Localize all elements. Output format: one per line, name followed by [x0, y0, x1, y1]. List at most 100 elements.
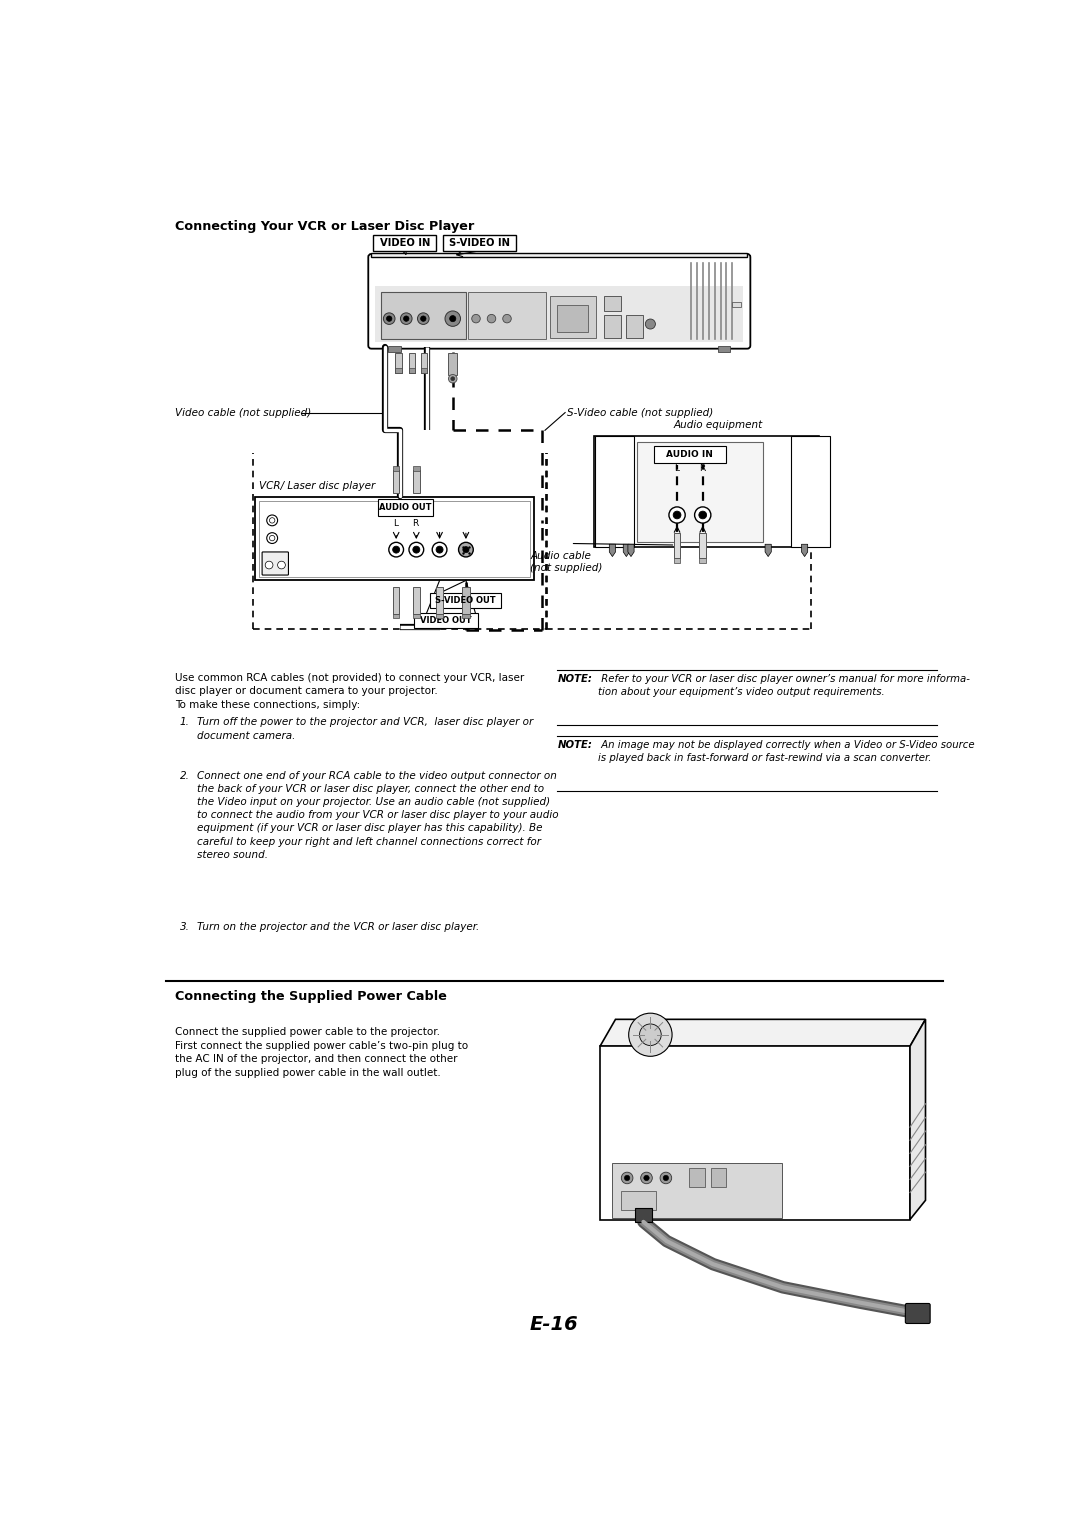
- Bar: [604, 314, 621, 337]
- Bar: [430, 592, 501, 609]
- Circle shape: [387, 316, 392, 322]
- Circle shape: [459, 542, 473, 557]
- Circle shape: [448, 374, 457, 383]
- Polygon shape: [623, 545, 630, 557]
- Circle shape: [629, 1013, 672, 1056]
- Text: Audio equipment: Audio equipment: [674, 420, 762, 430]
- Text: Connect one end of your RCA cable to the video output connector on
the back of y: Connect one end of your RCA cable to the…: [197, 771, 558, 859]
- Bar: [259, 501, 530, 577]
- Bar: [625, 314, 643, 337]
- Bar: [413, 613, 419, 618]
- Circle shape: [432, 542, 447, 557]
- Bar: [594, 436, 820, 548]
- Bar: [700, 559, 706, 563]
- Polygon shape: [372, 253, 747, 256]
- Polygon shape: [627, 545, 634, 557]
- Text: 2.: 2.: [180, 771, 190, 781]
- Bar: [395, 368, 402, 372]
- Text: L: L: [393, 519, 397, 528]
- Circle shape: [267, 514, 278, 526]
- Bar: [421, 368, 428, 372]
- Bar: [389, 345, 401, 353]
- Bar: [469, 291, 545, 339]
- Text: R: R: [700, 464, 706, 473]
- Polygon shape: [600, 1047, 910, 1219]
- Circle shape: [436, 546, 443, 552]
- Circle shape: [270, 517, 275, 523]
- Bar: [689, 1167, 704, 1187]
- Circle shape: [445, 311, 460, 327]
- Circle shape: [393, 546, 400, 552]
- Bar: [621, 1192, 656, 1210]
- Bar: [393, 467, 400, 472]
- Bar: [378, 499, 433, 516]
- Circle shape: [383, 313, 395, 325]
- Circle shape: [401, 313, 413, 325]
- Circle shape: [624, 1175, 630, 1181]
- Text: NOTE:: NOTE:: [557, 673, 592, 684]
- Bar: [700, 534, 706, 559]
- Bar: [637, 443, 762, 542]
- Bar: [373, 235, 436, 250]
- Circle shape: [660, 1172, 672, 1184]
- Polygon shape: [600, 1019, 926, 1047]
- Circle shape: [640, 1172, 652, 1184]
- Text: Connecting Your VCR or Laser Disc Player: Connecting Your VCR or Laser Disc Player: [175, 220, 474, 233]
- FancyBboxPatch shape: [368, 253, 751, 348]
- Text: An image may not be displayed correctly when a Video or S-Video source
is played: An image may not be displayed correctly …: [597, 740, 974, 763]
- Circle shape: [270, 536, 275, 540]
- Bar: [792, 436, 831, 548]
- Bar: [635, 1209, 652, 1222]
- FancyBboxPatch shape: [262, 552, 288, 575]
- Polygon shape: [765, 545, 771, 557]
- Text: Connecting the Supplied Power Cable: Connecting the Supplied Power Cable: [175, 990, 447, 1003]
- Circle shape: [409, 542, 423, 557]
- Bar: [413, 470, 419, 493]
- Circle shape: [278, 562, 285, 569]
- Bar: [595, 436, 634, 548]
- Bar: [421, 354, 428, 372]
- Circle shape: [449, 316, 456, 322]
- Circle shape: [639, 1024, 661, 1045]
- Text: 1.: 1.: [180, 717, 190, 728]
- Text: Refer to your VCR or laser disc player owner’s manual for more informa-
tion abo: Refer to your VCR or laser disc player o…: [597, 673, 970, 697]
- Bar: [414, 613, 477, 629]
- Bar: [674, 559, 680, 563]
- Circle shape: [673, 511, 681, 519]
- Bar: [393, 586, 400, 613]
- Circle shape: [404, 316, 409, 322]
- Text: E-16: E-16: [529, 1314, 578, 1334]
- Bar: [413, 467, 419, 472]
- Bar: [436, 613, 443, 618]
- Bar: [448, 354, 457, 375]
- Text: Connect the supplied power cable to the projector.
First connect the supplied po: Connect the supplied power cable to the …: [175, 1027, 469, 1077]
- Text: S-VIDEO OUT: S-VIDEO OUT: [435, 597, 496, 604]
- Bar: [557, 305, 589, 331]
- Circle shape: [621, 1172, 633, 1184]
- Circle shape: [463, 546, 469, 552]
- Circle shape: [487, 314, 496, 324]
- Circle shape: [646, 319, 656, 330]
- Bar: [461, 613, 470, 618]
- Text: NOTE:: NOTE:: [557, 740, 592, 749]
- Circle shape: [694, 507, 711, 523]
- Bar: [654, 446, 726, 462]
- Circle shape: [472, 314, 481, 324]
- Circle shape: [418, 313, 429, 325]
- Bar: [674, 534, 680, 559]
- Text: VIDEO OUT: VIDEO OUT: [420, 617, 472, 626]
- Text: S-VIDEO IN: S-VIDEO IN: [449, 238, 510, 249]
- Bar: [436, 586, 443, 613]
- Text: VCR/ Laser disc player: VCR/ Laser disc player: [259, 481, 375, 491]
- Circle shape: [389, 542, 404, 557]
- Bar: [732, 302, 741, 307]
- Text: AUDIO IN: AUDIO IN: [666, 450, 713, 459]
- Circle shape: [644, 1175, 649, 1181]
- Text: Use common RCA cables (not provided) to connect your VCR, laser
disc player or d: Use common RCA cables (not provided) to …: [175, 673, 525, 710]
- Circle shape: [669, 507, 685, 523]
- Circle shape: [663, 1175, 669, 1181]
- Circle shape: [420, 316, 426, 322]
- Bar: [604, 296, 621, 311]
- Circle shape: [266, 562, 273, 569]
- Text: Video cable (not supplied): Video cable (not supplied): [175, 407, 311, 418]
